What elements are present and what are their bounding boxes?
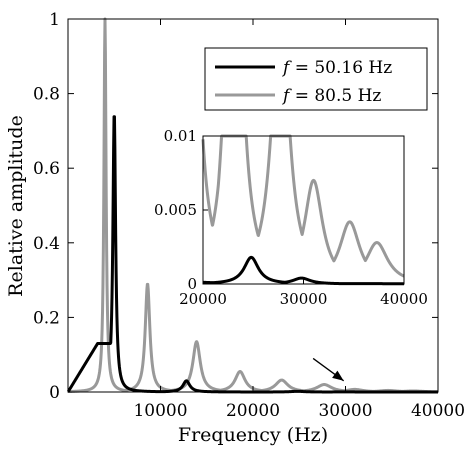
inset-x-tick-label: 40000 [380,290,428,308]
inset-axis-ticks: 20000 30000 40000 0 0.005 0.01 [154,127,428,308]
y-axis-label: Relative amplitude [5,115,27,297]
x-axis-label: Frequency (Hz) [178,424,328,446]
inset-y-tick-label: 0.01 [164,127,197,145]
y-tick-label: 0.2 [33,308,60,328]
main-axis-ticks: 10000 20000 30000 40000 0 0.2 0.4 0.6 0.8 1 [33,10,465,421]
x-tick-label: 40000 [411,401,465,421]
legend-box [204,47,428,111]
x-tick-label: 20000 [226,401,280,421]
inset-x-tick-label: 20000 [179,290,227,308]
x-tick-label: 10000 [133,401,187,421]
y-tick-label: 0.8 [33,85,60,105]
y-tick-label: 0 [49,383,60,403]
inset-x-tick-label: 30000 [280,290,328,308]
inset-y-tick-label: 0.005 [154,201,197,219]
inset-y-tick-label: 0 [187,275,197,293]
y-tick-label: 0.6 [33,159,60,179]
legend-label-series-1: f = 50.16 Hz [281,58,392,78]
legend: f = 50.16 Hz f = 80.5 Hz [204,47,428,111]
zoom-arrow [312,357,345,382]
arrow-head [332,370,344,381]
legend-label-series-2: f = 80.5 Hz [281,86,381,106]
y-tick-label: 1 [49,10,60,30]
y-tick-label: 0.4 [33,234,60,254]
inset-chart: 20000 30000 40000 0 0.005 0.01 [154,127,428,308]
x-tick-label: 30000 [318,401,372,421]
inset-background [203,136,404,284]
